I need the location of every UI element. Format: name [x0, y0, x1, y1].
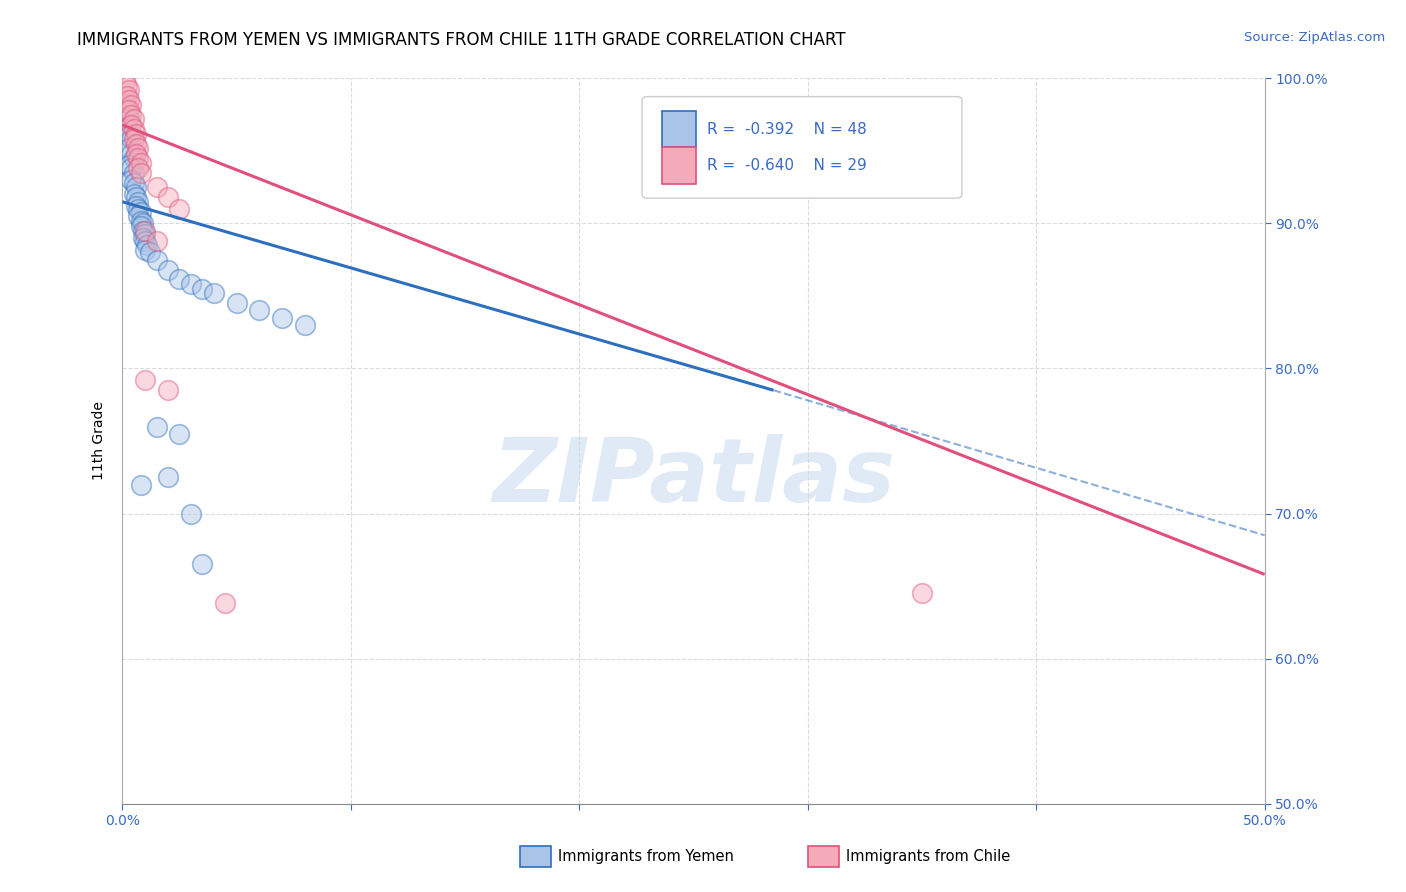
Point	[156, 383, 179, 397]
Point	[114, 74, 136, 88]
Point	[122, 132, 145, 146]
Point	[169, 426, 191, 441]
Text: R =  -0.640    N = 29: R = -0.640 N = 29	[707, 158, 868, 173]
Point	[118, 141, 141, 155]
Point	[156, 263, 179, 277]
Point	[129, 155, 152, 169]
Point	[125, 190, 148, 204]
FancyBboxPatch shape	[661, 147, 696, 184]
Point	[125, 180, 148, 194]
Point	[120, 161, 142, 176]
Point	[120, 173, 142, 187]
Text: Source: ZipAtlas.com: Source: ZipAtlas.com	[1244, 31, 1385, 45]
Point	[115, 122, 138, 136]
Point	[122, 166, 145, 180]
Point	[129, 219, 152, 234]
Point	[136, 238, 159, 252]
Point	[122, 187, 145, 202]
Point	[129, 477, 152, 491]
Point	[156, 190, 179, 204]
Point	[122, 122, 145, 136]
Point	[191, 282, 214, 296]
Point	[129, 213, 152, 227]
Text: Immigrants from Chile: Immigrants from Chile	[846, 849, 1011, 863]
Point	[134, 243, 156, 257]
Point	[120, 147, 142, 161]
Point	[134, 224, 156, 238]
Point	[114, 96, 136, 111]
Point	[145, 234, 167, 248]
Text: R =  -0.392    N = 48: R = -0.392 N = 48	[707, 121, 868, 136]
Point	[118, 83, 141, 97]
Point	[214, 596, 236, 610]
Point	[118, 93, 141, 107]
Point	[129, 205, 152, 219]
Point	[127, 194, 149, 209]
Point	[127, 151, 149, 165]
Point	[132, 231, 155, 245]
Point	[132, 217, 155, 231]
Point	[120, 108, 142, 122]
Point	[145, 419, 167, 434]
Point	[911, 586, 934, 600]
Point	[118, 159, 141, 173]
Point	[115, 78, 138, 93]
Point	[127, 161, 149, 176]
Point	[125, 199, 148, 213]
Point	[127, 141, 149, 155]
Point	[294, 318, 316, 332]
Point	[180, 507, 202, 521]
Point	[118, 112, 141, 127]
Point	[134, 373, 156, 387]
Point	[115, 88, 138, 103]
Point	[202, 286, 225, 301]
Point	[122, 112, 145, 127]
Point	[225, 296, 247, 310]
Point	[132, 224, 155, 238]
Point	[125, 127, 148, 141]
Point	[127, 209, 149, 223]
Text: ZIPatlas: ZIPatlas	[492, 434, 896, 521]
Point	[118, 129, 141, 144]
Point	[122, 176, 145, 190]
Point	[120, 132, 142, 146]
Point	[125, 136, 148, 151]
Point	[127, 202, 149, 216]
Point	[134, 234, 156, 248]
Text: IMMIGRANTS FROM YEMEN VS IMMIGRANTS FROM CHILE 11TH GRADE CORRELATION CHART: IMMIGRANTS FROM YEMEN VS IMMIGRANTS FROM…	[77, 31, 846, 49]
Point	[120, 97, 142, 112]
Point	[156, 470, 179, 484]
Point	[125, 147, 148, 161]
Point	[129, 166, 152, 180]
Point	[138, 245, 160, 260]
Point	[115, 103, 138, 118]
Point	[145, 252, 167, 267]
Point	[122, 151, 145, 165]
Point	[120, 118, 142, 132]
Point	[134, 227, 156, 241]
Point	[180, 277, 202, 292]
Point	[169, 271, 191, 285]
Y-axis label: 11th Grade: 11th Grade	[93, 401, 107, 481]
FancyBboxPatch shape	[661, 112, 696, 147]
FancyBboxPatch shape	[643, 96, 962, 198]
Text: Immigrants from Yemen: Immigrants from Yemen	[558, 849, 734, 863]
Point	[191, 558, 214, 572]
Point	[247, 303, 270, 318]
Point	[271, 310, 294, 325]
Point	[118, 103, 141, 118]
Point	[145, 180, 167, 194]
Point	[169, 202, 191, 216]
